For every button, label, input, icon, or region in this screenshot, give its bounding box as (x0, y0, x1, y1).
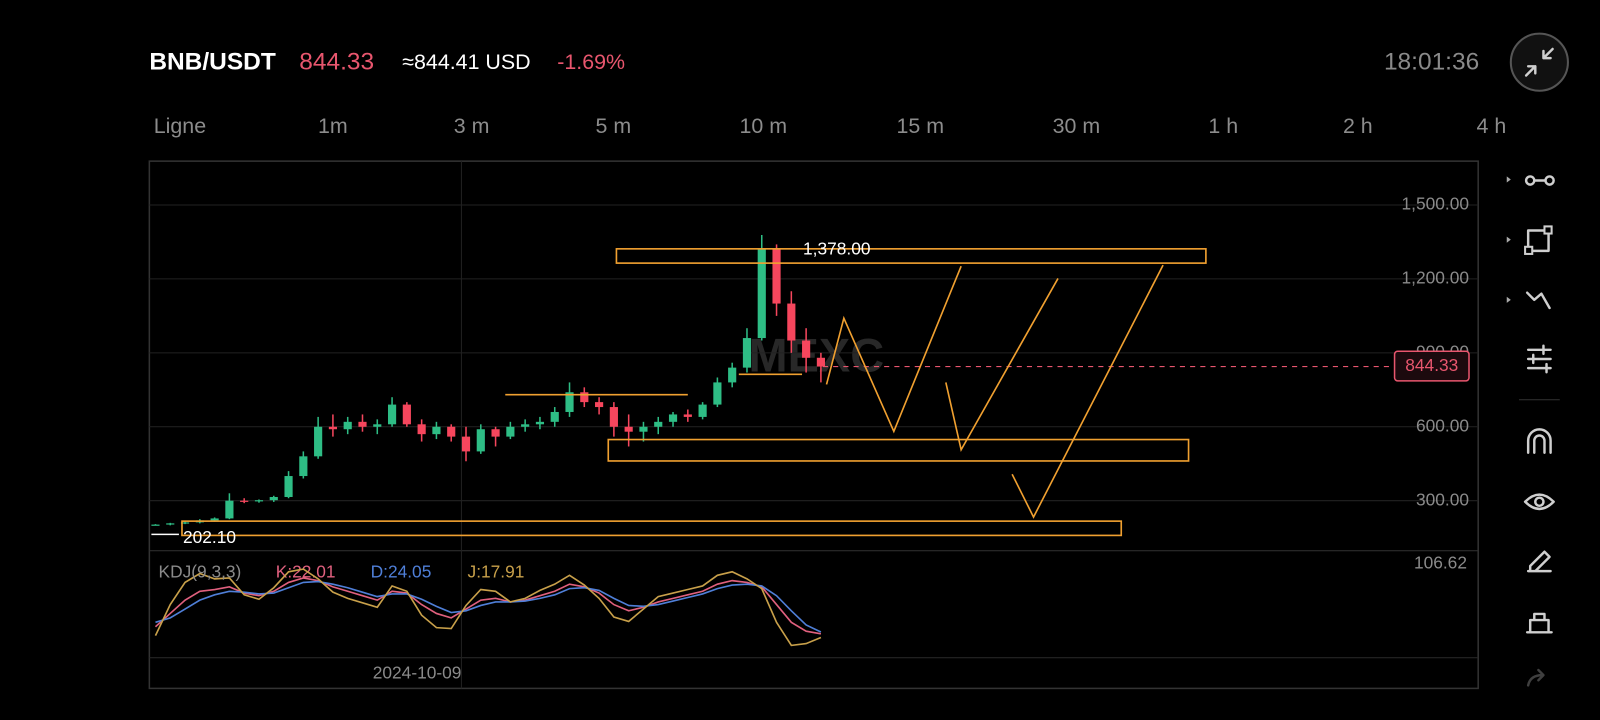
candle-body (639, 426, 648, 432)
timeframe-tab[interactable]: 3 m (454, 114, 490, 138)
clock: 18:01:36 (1384, 49, 1479, 76)
tool-visibility[interactable] (1523, 493, 1555, 511)
candle-body (225, 500, 234, 519)
candle-body (654, 421, 663, 427)
y-tick-label: 1,500.00 (1402, 194, 1469, 214)
legend-entry: D:24.05 (371, 562, 432, 582)
collapse-button[interactable] (1509, 32, 1569, 92)
timeframe-tab[interactable]: 5 m (596, 114, 632, 138)
last-price: 844.33 (299, 49, 374, 76)
candle-body (491, 429, 500, 437)
candle-body (254, 500, 264, 502)
tool-magnet[interactable] (1526, 428, 1552, 455)
y-tick-label: 106.62 (1414, 552, 1467, 572)
tool-wave[interactable] (1506, 291, 1551, 310)
candle-body (728, 367, 737, 383)
candle-body (476, 429, 485, 452)
candle-body (506, 426, 515, 437)
candle-body (151, 524, 160, 526)
candle-body (358, 421, 367, 427)
candle-body (180, 522, 190, 524)
symbol[interactable]: BNB/USDT (149, 49, 275, 76)
candle-body (772, 249, 781, 304)
last-price-tag (1393, 350, 1470, 382)
candle-body (668, 414, 678, 422)
tool-share[interactable] (1526, 668, 1545, 687)
candle-body (328, 426, 337, 430)
candle-body (609, 407, 618, 427)
candle-body (461, 436, 471, 452)
legend-entry: J:17.91 (468, 562, 525, 582)
candle-body (816, 357, 825, 367)
candle-body (595, 402, 604, 408)
candle-body (432, 426, 441, 435)
tool-line[interactable] (1506, 175, 1555, 186)
drawing-path[interactable] (1011, 264, 1164, 519)
tool-settings[interactable] (1526, 344, 1552, 374)
y-tick-label: 300.00 (1416, 489, 1469, 509)
drawing-box[interactable] (607, 438, 1190, 462)
candle-body (343, 421, 352, 430)
candle-body (535, 421, 545, 425)
candle-body (713, 382, 722, 405)
candle-body (402, 404, 411, 425)
watermark: MEXC (749, 329, 885, 381)
timeframe-tab[interactable]: 15 m (897, 114, 945, 138)
timeframe-tab[interactable]: 1m (318, 114, 348, 138)
candle-body (314, 426, 323, 457)
candle-body (565, 392, 574, 412)
candle-body (417, 424, 426, 435)
indicator-line (154, 568, 822, 647)
timeframe-tab[interactable]: 2 h (1343, 114, 1373, 138)
candle-body (757, 249, 766, 339)
candle-body (373, 424, 382, 427)
y-tick-label: 600.00 (1416, 415, 1469, 435)
indicator-title[interactable]: KDJ(9,3,3) (159, 562, 242, 582)
last-price-tag-text: 844.33 (1405, 355, 1458, 375)
price-change: -1.69% (557, 50, 625, 74)
timeframe-tab[interactable]: 10 m (739, 114, 787, 138)
y-tick-label: 1,200.00 (1402, 267, 1469, 287)
tool-clear[interactable] (1525, 612, 1553, 634)
max-label: 1,378.00 (803, 238, 870, 258)
candle-body (210, 518, 219, 521)
candle-body (387, 404, 397, 425)
candle-body (447, 426, 456, 437)
timeframe-tab[interactable]: 1 h (1208, 114, 1238, 138)
candle-body (580, 392, 589, 403)
tool-shape[interactable] (1506, 225, 1553, 255)
candle-body (166, 523, 175, 525)
usd-price: ≈844.41 USD (402, 50, 530, 74)
timeframe-tab[interactable]: 4 h (1477, 114, 1507, 138)
legend-entry: K:22.01 (276, 562, 336, 582)
candle-body (550, 411, 559, 422)
candle-body (624, 426, 633, 432)
x-tick-label: 2024-10-09 (373, 663, 462, 683)
min-label: 202.10 (183, 527, 236, 547)
tool-edit[interactable] (1526, 550, 1552, 573)
candle-body (742, 338, 752, 368)
candle-body (299, 456, 308, 477)
candle-body (787, 303, 796, 341)
candle-body (269, 496, 278, 501)
candle-body (802, 340, 811, 358)
chart-frame (148, 160, 1479, 690)
toolbar (1506, 175, 1560, 687)
timeframe-tab[interactable]: Ligne (154, 114, 206, 138)
candle-body (683, 414, 692, 417)
user-drawings[interactable] (151, 248, 1207, 537)
candle-body (284, 476, 293, 497)
drawing-box[interactable] (181, 520, 1123, 537)
candle-body (240, 500, 249, 502)
drawing-path[interactable] (825, 265, 962, 434)
candle-body (521, 424, 530, 427)
candle-body (698, 404, 707, 417)
timeframe-tab[interactable]: 30 m (1053, 114, 1101, 138)
drawing-path[interactable] (945, 278, 1059, 452)
drawing-box[interactable] (615, 248, 1207, 264)
